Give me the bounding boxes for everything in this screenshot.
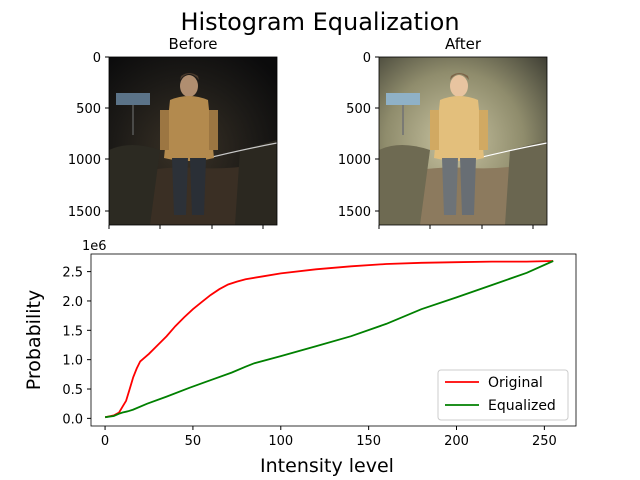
x-tick-label: 100 bbox=[268, 434, 293, 449]
series-line-original bbox=[104, 260, 554, 419]
after-ytick-500: 500 bbox=[346, 102, 371, 117]
y-axis-ticks: 0.0 0.5 1.0 1.5 2.0 2.5 bbox=[62, 266, 91, 427]
after-ytick-1500: 1500 bbox=[338, 205, 371, 220]
before-title: Before bbox=[168, 35, 217, 53]
after-ytick-1000: 1000 bbox=[338, 153, 371, 168]
x-axis-label: Intensity level bbox=[260, 455, 394, 477]
y-tick-label: 1.5 bbox=[62, 324, 83, 339]
x-tick-label: 200 bbox=[444, 434, 469, 449]
before-y-axis: 0 500 1000 1500 bbox=[68, 51, 109, 220]
y-tick-label: 0.0 bbox=[62, 412, 83, 427]
plot-area-frame bbox=[90, 253, 577, 427]
after-image bbox=[379, 57, 547, 225]
series-line-equalized bbox=[104, 260, 554, 419]
before-ytick-1000: 1000 bbox=[68, 153, 101, 168]
x-axis-ticks: 0 50 100 150 200 250 bbox=[101, 426, 557, 449]
y-tick-label: 0.5 bbox=[62, 383, 83, 398]
figure-title: Histogram Equalization bbox=[180, 8, 459, 36]
before-ytick-0: 0 bbox=[93, 51, 101, 66]
series-lines bbox=[104, 260, 554, 419]
x-tick-label: 250 bbox=[532, 434, 557, 449]
after-y-axis: 0 500 1000 1500 bbox=[338, 51, 379, 220]
x-tick-label: 150 bbox=[356, 434, 381, 449]
y-tick-label: 2.0 bbox=[62, 295, 83, 310]
y-offset-text: 1e6 bbox=[82, 239, 107, 254]
y-tick-label: 1.0 bbox=[62, 354, 83, 369]
cdf-chart: 0 50 100 150 200 250 0.0 0.5 1.0 1.5 2.0 2.5 1e6 I… bbox=[23, 239, 577, 477]
legend-equalized-label: Equalized bbox=[488, 398, 556, 414]
before-image-frame bbox=[108, 56, 278, 226]
legend: Original Equalized bbox=[437, 369, 569, 421]
before-ytick-500: 500 bbox=[76, 102, 101, 117]
before-x-ticks bbox=[108, 225, 264, 229]
y-tick-label: 2.5 bbox=[62, 266, 83, 281]
legend-original-label: Original bbox=[488, 375, 543, 391]
after-title: After bbox=[445, 35, 482, 53]
before-image bbox=[109, 57, 277, 225]
after-ytick-0: 0 bbox=[363, 51, 371, 66]
x-tick-label: 0 bbox=[101, 434, 109, 449]
after-x-ticks bbox=[378, 225, 534, 229]
after-image-frame bbox=[378, 56, 548, 226]
y-axis-label: Probability bbox=[23, 290, 45, 390]
x-tick-label: 50 bbox=[185, 434, 202, 449]
before-ytick-1500: 1500 bbox=[68, 205, 101, 220]
